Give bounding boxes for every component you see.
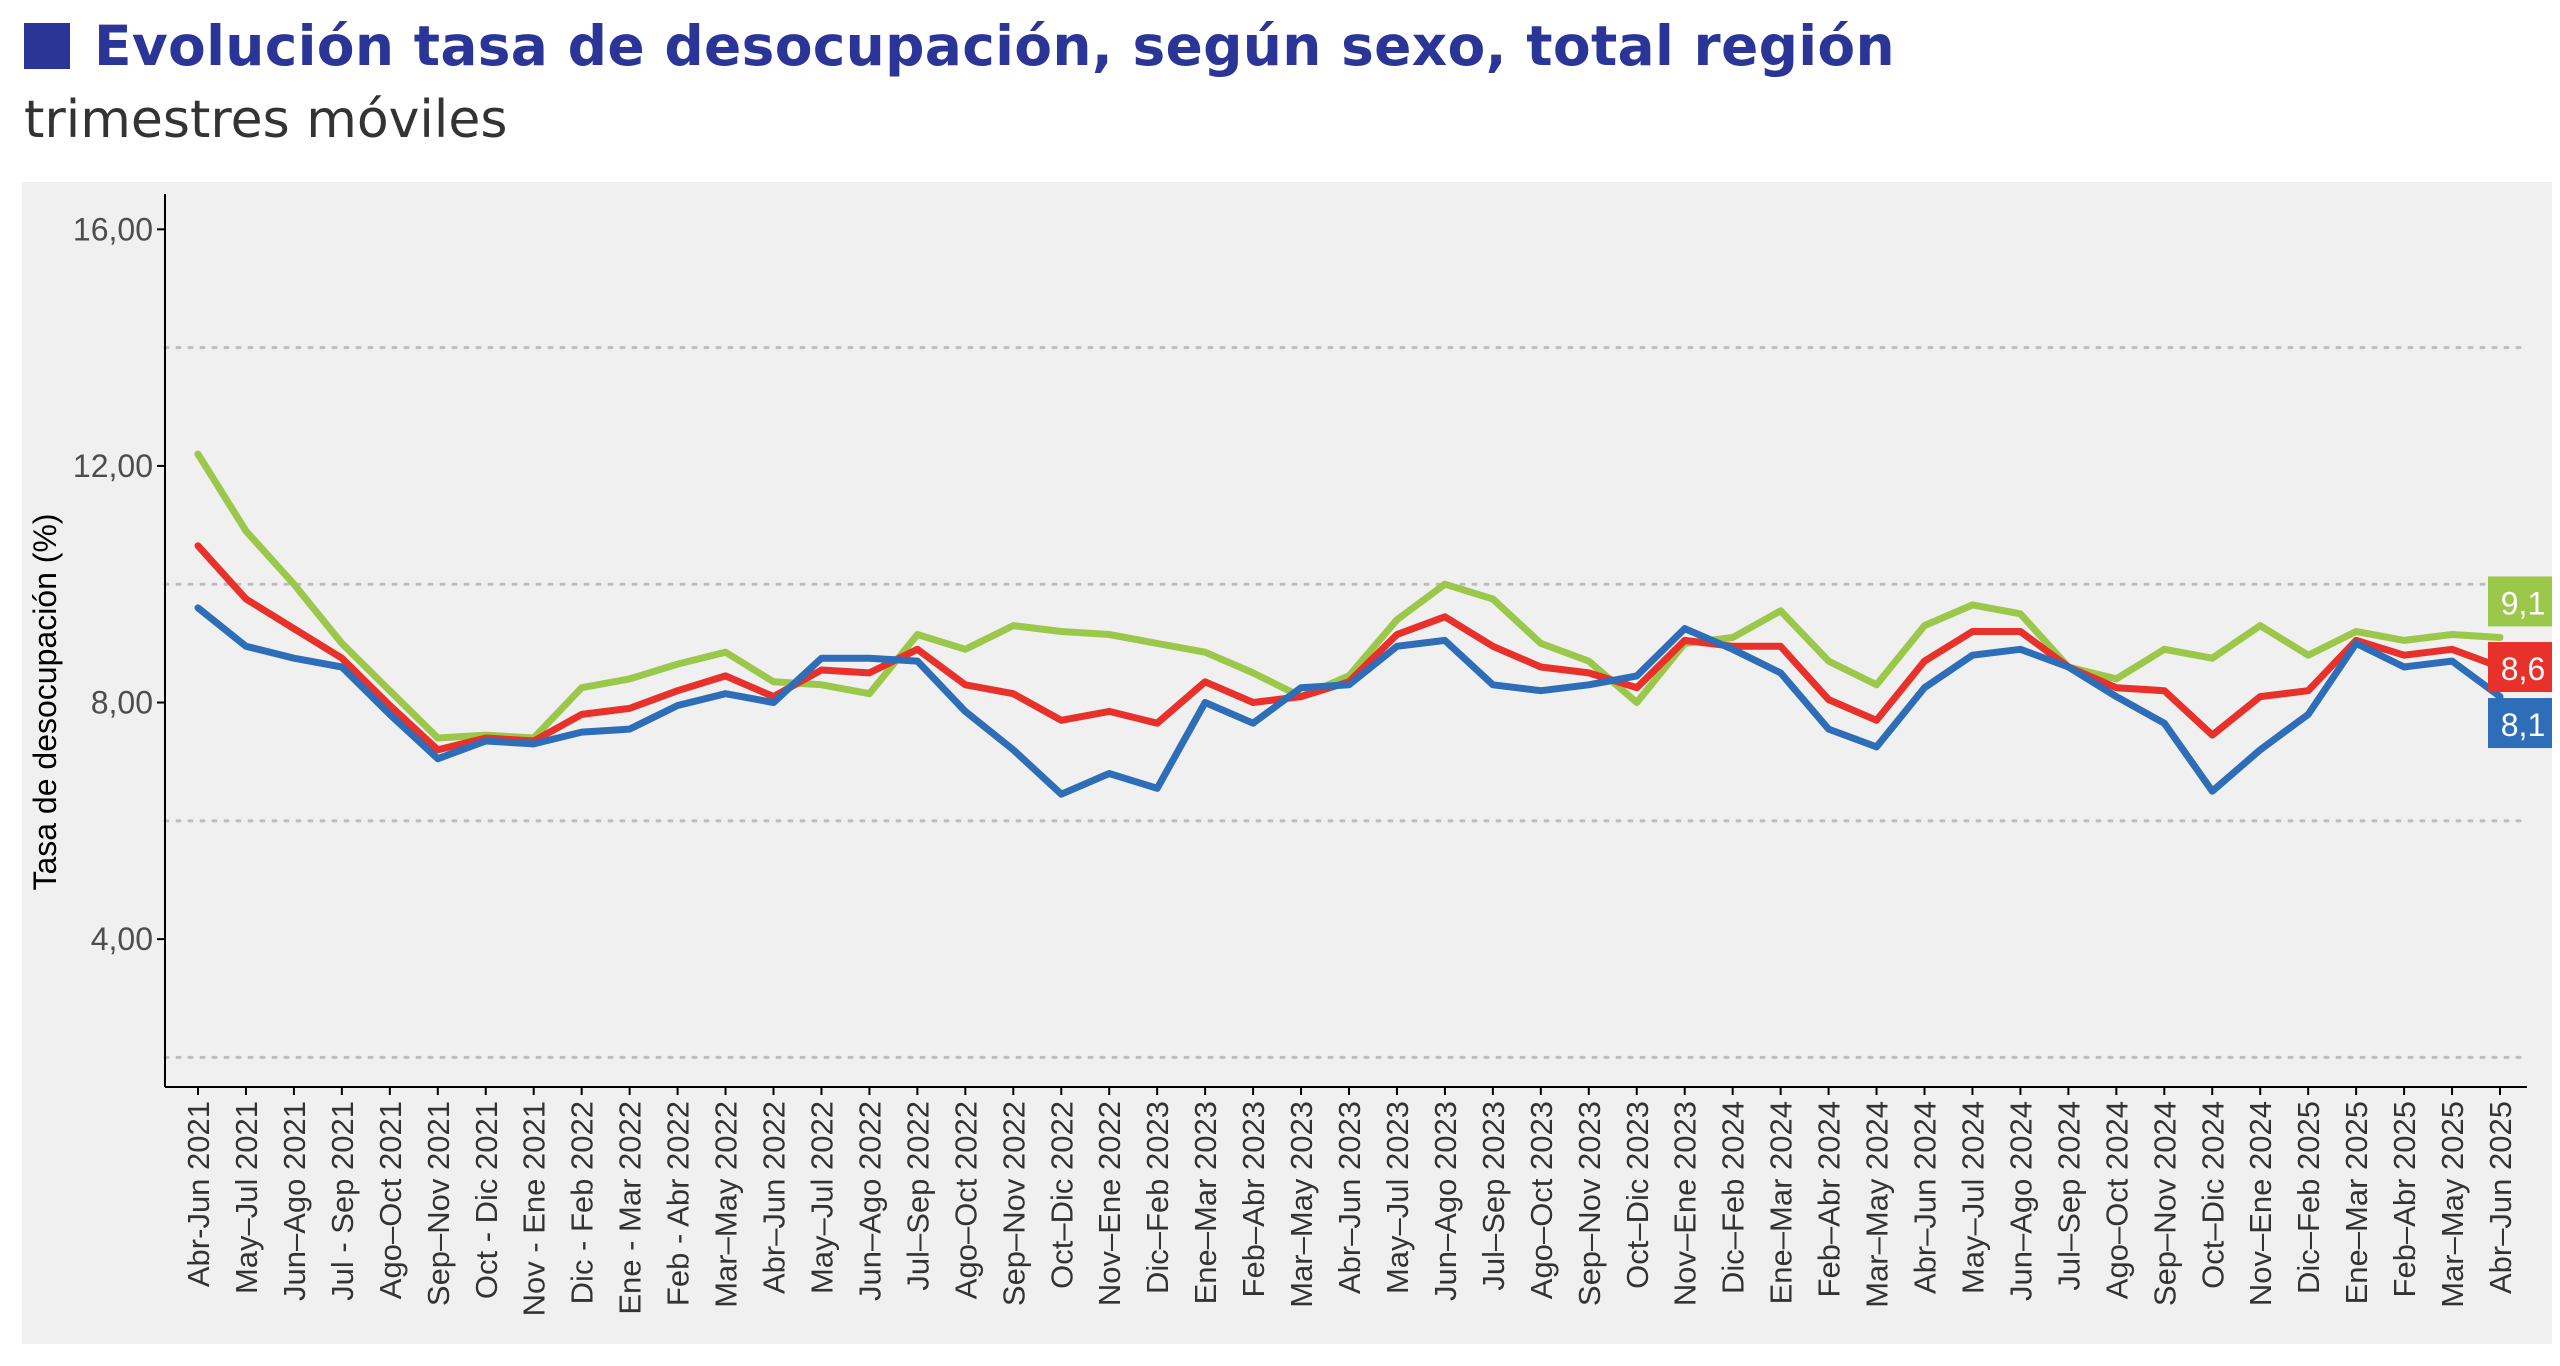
- x-tick-label: Dic–Feb 2024: [1716, 1101, 1751, 1294]
- x-tick-label: Feb - Abr 2022: [661, 1101, 696, 1306]
- x-tick-label: Nov–Ene 2022: [1092, 1101, 1127, 1306]
- x-tick-label: Nov–Ene 2024: [2243, 1101, 2278, 1306]
- grid-lines: [163, 346, 2529, 1059]
- x-tick-label: Feb–Abr 2025: [2387, 1101, 2422, 1297]
- x-tick-label: Nov–Ene 2023: [1668, 1101, 1703, 1306]
- x-tick-label: Ago–Oct 2024: [2099, 1101, 2134, 1299]
- x-tick-label: Ene–Mar 2024: [1764, 1101, 1799, 1304]
- x-tick-label: Ago–Oct 2022: [948, 1101, 983, 1299]
- line-chart: 4,00 8,00 12,00 16,00 Abr-Jun 2021 May–Jul 2…: [27, 194, 2552, 1316]
- chart-subtitle: trimestres móviles: [24, 90, 508, 150]
- x-tick-label: Ene - Mar 2022: [613, 1101, 648, 1315]
- x-tick-label: Mar–May 2025: [2435, 1101, 2470, 1308]
- x-tick-label: Ago–Oct 2023: [1524, 1101, 1559, 1299]
- x-tick-label: Feb–Abr 2023: [1236, 1101, 1271, 1297]
- x-tick-label: Oct–Dic 2024: [2195, 1101, 2230, 1289]
- end-label-1: 9,1: [2501, 585, 2545, 621]
- x-tick-label: Jun–Ago 2022: [852, 1101, 887, 1301]
- y-tick-label: 16,00: [73, 211, 153, 247]
- end-label-box-2: [2488, 642, 2552, 693]
- end-label-3: 8,1: [2501, 707, 2545, 743]
- x-tick-label: Oct - Dic 2021: [469, 1101, 504, 1299]
- x-tick-label: Abr–Jun 2023: [1332, 1101, 1367, 1294]
- x-tick-label: May–Jul 2022: [804, 1101, 839, 1294]
- x-tick-label: Jun–Ago 2023: [1428, 1101, 1463, 1301]
- title-marker-square: [24, 23, 70, 69]
- y-axis-label: Tasa de desocupación (%): [27, 513, 63, 890]
- x-tick-label: Nov - Ene 2021: [517, 1101, 552, 1316]
- x-tick-label: May–Jul 2023: [1380, 1101, 1415, 1294]
- x-tick-label: Jul–Sep 2024: [2051, 1101, 2086, 1291]
- x-tick-label: Sep–Nov 2023: [1572, 1101, 1607, 1306]
- x-tick-label: Oct–Dic 2023: [1620, 1101, 1655, 1289]
- x-tick-label: Feb–Abr 2024: [1812, 1101, 1847, 1297]
- x-tick-label: Sep–Nov 2024: [2147, 1101, 2182, 1306]
- end-label-box-1: [2488, 576, 2552, 627]
- x-tick-label: Dic–Feb 2025: [2291, 1101, 2326, 1294]
- title-row: Evolución tasa de desocupación, según se…: [24, 6, 2524, 86]
- x-tick-label: May–Jul 2021: [229, 1101, 264, 1294]
- y-tick-label: 4,00: [91, 921, 153, 957]
- x-tick-label: Ago–Oct 2021: [373, 1101, 408, 1299]
- series-line-1: [194, 450, 2504, 742]
- x-tick-label: Jun–Ago 2024: [2003, 1101, 2038, 1301]
- x-tick-label: Jul–Sep 2023: [1476, 1101, 1511, 1291]
- series-lines: [194, 450, 2504, 798]
- end-label-box-3: [2488, 698, 2552, 749]
- x-tick-label: Abr–Jun 2022: [757, 1101, 792, 1294]
- x-tick-label: Abr–Jun 2024: [1908, 1101, 1943, 1294]
- x-tick-label: Ene–Mar 2025: [2339, 1101, 2374, 1304]
- x-tick-label: Mar–May 2023: [1284, 1101, 1319, 1308]
- x-tick-label: Sep–Nov 2021: [421, 1101, 456, 1306]
- x-tick-label: Dic–Feb 2023: [1140, 1101, 1175, 1294]
- y-tick-labels: 4,00 8,00 12,00 16,00: [73, 211, 153, 957]
- x-tick-labels: Abr-Jun 2021 May–Jul 2021 Jun–Ago 2021 Jul …: [181, 1101, 2518, 1316]
- y-tick-label: 12,00: [73, 448, 153, 484]
- x-tick-label: Oct–Dic 2022: [1044, 1101, 1079, 1289]
- chart-header: Evolución tasa de desocupación, según se…: [24, 6, 2524, 150]
- axes: [157, 194, 2527, 1095]
- end-labels: 9,1 8,6 8,1: [2488, 576, 2552, 749]
- y-tick-label: 8,00: [91, 685, 153, 721]
- x-tick-label: Abr-Jun 2021: [181, 1101, 216, 1287]
- x-tick-label: Jul–Sep 2022: [900, 1101, 935, 1291]
- series-line-3: [194, 604, 2504, 798]
- x-tick-label: Jul - Sep 2021: [325, 1101, 360, 1301]
- x-tick-label: Mar–May 2024: [1860, 1101, 1895, 1308]
- chart-title: Evolución tasa de desocupación, según se…: [94, 14, 1895, 78]
- x-tick-label: Jun–Ago 2021: [277, 1101, 312, 1301]
- x-tick-label: Abr–Jun 2025: [2483, 1101, 2518, 1294]
- chart-panel: 4,00 8,00 12,00 16,00 Abr-Jun 2021 May–Jul 2…: [22, 182, 2552, 1344]
- x-tick-label: May–Jul 2024: [1955, 1101, 1990, 1294]
- x-tick-label: Mar–May 2022: [709, 1101, 744, 1308]
- x-tick-label: Ene–Mar 2023: [1188, 1101, 1223, 1304]
- end-label-2: 8,6: [2501, 651, 2545, 687]
- x-tick-label: Sep–Nov 2022: [996, 1101, 1031, 1306]
- x-tick-label: Dic - Feb 2022: [565, 1101, 600, 1304]
